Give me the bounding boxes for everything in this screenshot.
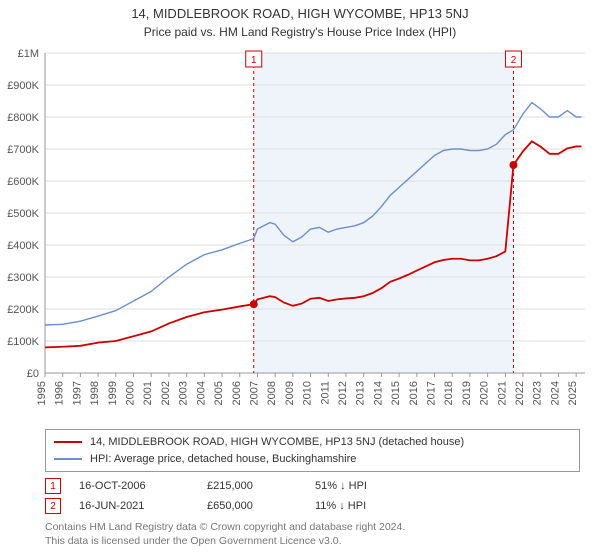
svg-text:2000: 2000 — [125, 381, 137, 405]
page-subtitle: Price paid vs. HM Land Registry's House … — [0, 25, 600, 39]
svg-text:1998: 1998 — [89, 381, 101, 405]
svg-text:2: 2 — [511, 55, 517, 66]
sale-badge: 1 — [45, 478, 61, 494]
svg-text:2001: 2001 — [142, 381, 154, 405]
svg-text:2022: 2022 — [514, 381, 526, 405]
svg-text:£1M: £1M — [18, 48, 39, 60]
legend-swatch — [54, 441, 82, 443]
svg-text:1997: 1997 — [71, 381, 83, 405]
svg-text:2025: 2025 — [567, 381, 579, 405]
svg-text:2016: 2016 — [408, 381, 420, 405]
footer-line-2: This data is licensed under the Open Gov… — [45, 534, 580, 548]
svg-text:2011: 2011 — [319, 381, 331, 405]
svg-text:£300K: £300K — [7, 272, 39, 284]
svg-text:2013: 2013 — [355, 381, 367, 405]
svg-text:£0: £0 — [27, 368, 39, 380]
svg-text:2002: 2002 — [160, 381, 172, 405]
legend-item: 14, MIDDLEBROOK ROAD, HIGH WYCOMBE, HP13… — [54, 434, 571, 451]
svg-text:2021: 2021 — [496, 381, 508, 405]
svg-text:2020: 2020 — [479, 381, 491, 405]
svg-text:1996: 1996 — [54, 381, 66, 405]
svg-text:2019: 2019 — [461, 381, 473, 405]
footer-line-1: Contains HM Land Registry data © Crown c… — [45, 520, 580, 534]
sale-hpi-diff: 11% ↓ HPI — [315, 500, 425, 512]
svg-text:2017: 2017 — [426, 381, 438, 405]
svg-text:2015: 2015 — [390, 381, 402, 405]
sale-badge: 2 — [45, 498, 61, 514]
sale-date: 16-JUN-2021 — [79, 500, 189, 512]
legend-item: HPI: Average price, detached house, Buck… — [54, 451, 571, 468]
svg-text:2012: 2012 — [337, 381, 349, 405]
svg-text:2008: 2008 — [266, 381, 278, 405]
svg-text:2024: 2024 — [549, 381, 561, 405]
svg-text:£700K: £700K — [7, 144, 39, 156]
svg-text:2010: 2010 — [302, 381, 314, 405]
svg-text:2009: 2009 — [284, 381, 296, 405]
svg-text:2006: 2006 — [231, 381, 243, 405]
price-chart: £0 £100K £200K £300K £400K £500K £600K £700K £80… — [0, 43, 600, 423]
legend-label: HPI: Average price, detached house, Buck… — [90, 451, 356, 468]
legend: 14, MIDDLEBROOK ROAD, HIGH WYCOMBE, HP13… — [45, 429, 580, 472]
sale-hpi-diff: 51% ↓ HPI — [315, 480, 425, 492]
sale-row: 2 16-JUN-2021 £650,000 11% ↓ HPI — [45, 498, 580, 514]
svg-text:£800K: £800K — [7, 112, 39, 124]
svg-text:£500K: £500K — [7, 208, 39, 220]
svg-text:£100K: £100K — [7, 336, 39, 348]
svg-text:1999: 1999 — [107, 381, 119, 405]
sale-date: 16-OCT-2006 — [79, 480, 189, 492]
svg-text:1995: 1995 — [36, 381, 48, 405]
sale-price: £215,000 — [207, 480, 297, 492]
svg-text:2018: 2018 — [443, 381, 455, 405]
sale-price: £650,000 — [207, 500, 297, 512]
legend-swatch — [54, 458, 82, 460]
sales-table: 1 16-OCT-2006 £215,000 51% ↓ HPI 2 16-JUN-202… — [45, 478, 580, 514]
legend-label: 14, MIDDLEBROOK ROAD, HIGH WYCOMBE, HP13… — [90, 434, 464, 451]
chart-svg: £0 £100K £200K £300K £400K £500K £600K £700K £80… — [0, 43, 600, 423]
svg-text:2023: 2023 — [532, 381, 544, 405]
svg-text:2014: 2014 — [372, 381, 384, 405]
svg-text:1: 1 — [251, 55, 257, 66]
page-title: 14, MIDDLEBROOK ROAD, HIGH WYCOMBE, HP13… — [0, 6, 600, 21]
svg-text:£600K: £600K — [7, 176, 39, 188]
svg-text:2005: 2005 — [213, 381, 225, 405]
sale-row: 1 16-OCT-2006 £215,000 51% ↓ HPI — [45, 478, 580, 494]
svg-text:2004: 2004 — [195, 381, 207, 405]
svg-text:£200K: £200K — [7, 304, 39, 316]
svg-text:2007: 2007 — [248, 381, 260, 405]
svg-text:2003: 2003 — [178, 381, 190, 405]
footer-attribution: Contains HM Land Registry data © Crown c… — [45, 520, 580, 548]
svg-text:£400K: £400K — [7, 240, 39, 252]
svg-text:£900K: £900K — [7, 80, 39, 92]
